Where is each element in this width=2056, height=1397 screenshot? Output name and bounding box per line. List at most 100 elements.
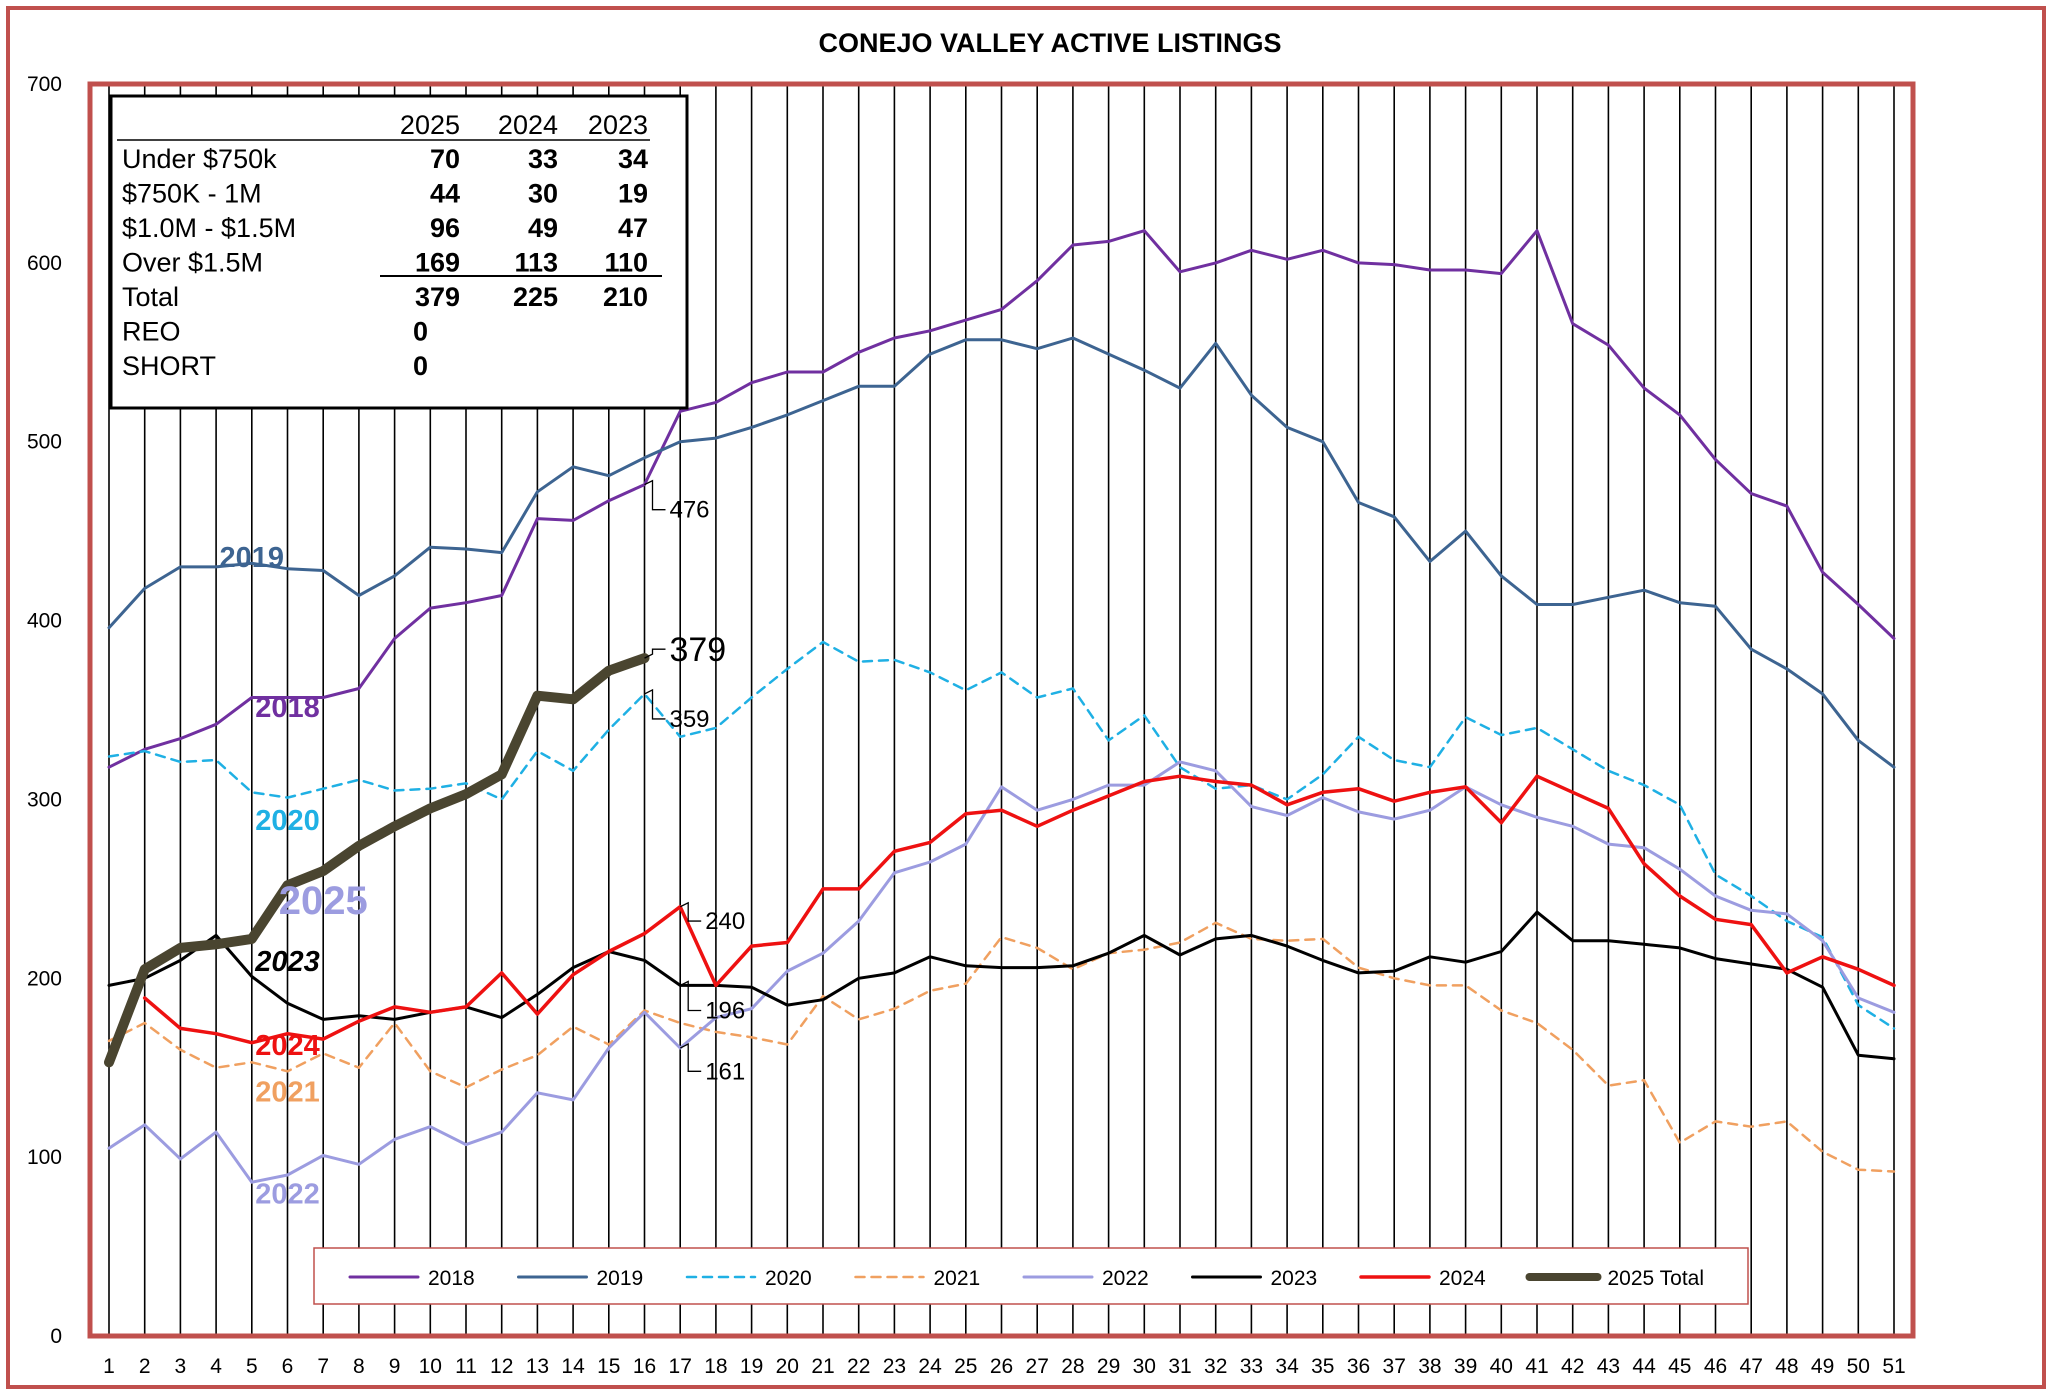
annotation-leader: [644, 648, 666, 659]
x-tick-label: 29: [1097, 1355, 1120, 1378]
annotation-label: 161: [705, 1058, 745, 1085]
table-row-label: $750K - 1M: [122, 179, 262, 209]
x-tick-label: 8: [353, 1355, 365, 1378]
series-lines: [104, 229, 1896, 1184]
x-tick-label: 19: [740, 1355, 763, 1378]
table-row-label: Over $1.5M: [122, 248, 263, 278]
series-line-s2025: [104, 653, 650, 1068]
annotation-leader: [679, 901, 702, 922]
x-tick-label: 4: [210, 1355, 222, 1378]
legend-entry: 2024: [1439, 1267, 1486, 1290]
series-inline-label: 2024: [255, 1030, 320, 1062]
annotation-label: 476: [669, 497, 709, 524]
x-tick-label: 21: [811, 1355, 834, 1378]
x-tick-label: 38: [1418, 1355, 1441, 1378]
table-cell: 70: [430, 144, 460, 174]
chart-frame: CONEJO VALLEY ACTIVE LISTINGS 0 100 200 300…: [6, 6, 2046, 1389]
x-tick-label: 42: [1561, 1355, 1584, 1378]
x-tick-label: 18: [704, 1355, 727, 1378]
annotation-label: 359: [669, 706, 709, 733]
series-line-s2018: [107, 229, 1896, 769]
legend-entry: 2018: [428, 1267, 475, 1290]
x-tick-label: 47: [1740, 1355, 1763, 1378]
y-tick-label: 400: [27, 610, 62, 633]
legend-entry: 2021: [934, 1267, 981, 1290]
table-cell: 113: [514, 248, 558, 278]
table-cell: 169: [415, 248, 460, 278]
annotation-leader: [679, 1042, 702, 1072]
x-tick-label: 27: [1026, 1355, 1049, 1378]
table-cell: 19: [618, 179, 648, 209]
table-row-label: SHORT: [122, 351, 216, 381]
table-cell: 44: [430, 179, 460, 209]
x-tick-label: 46: [1704, 1355, 1727, 1378]
table-cell: 49: [528, 213, 558, 243]
y-tick-label: 0: [50, 1325, 62, 1348]
annotation-label: 240: [705, 908, 745, 935]
x-tick-label: 34: [1275, 1355, 1299, 1378]
x-tick-label: 3: [175, 1355, 187, 1378]
series-line-s2020: [107, 640, 1896, 1030]
x-tick-label: 36: [1347, 1355, 1370, 1378]
table-cell: 47: [618, 213, 648, 243]
x-tick-label: 30: [1133, 1355, 1156, 1378]
x-tick-label: 44: [1632, 1355, 1656, 1378]
chart-svg: CONEJO VALLEY ACTIVE LISTINGS 0100200300…: [27, 28, 1916, 1378]
annotation-leader: [644, 688, 666, 720]
x-tick-label: 40: [1490, 1355, 1513, 1378]
series-line-s2022: [107, 760, 1896, 1184]
legend-entry: 2022: [1102, 1267, 1149, 1290]
series-inline-label: 2021: [255, 1077, 320, 1109]
y-tick-label: 300: [27, 788, 62, 811]
table-row-label: REO: [122, 317, 181, 347]
table-cell: 110: [604, 248, 648, 278]
table-cell: 0: [413, 351, 428, 381]
x-tick-label: 48: [1775, 1355, 1798, 1378]
legend-entry: 2023: [1271, 1267, 1318, 1290]
x-tick-label: 32: [1204, 1355, 1227, 1378]
x-tick-label: 45: [1668, 1355, 1691, 1378]
x-tick-label: 1: [103, 1355, 115, 1378]
x-tick-label: 28: [1061, 1355, 1084, 1378]
table-cell: 210: [603, 282, 648, 312]
legend-entry: 2020: [765, 1267, 812, 1290]
series-inline-labels: 2019 2018 2020 2025 2023 2024 2021 2022: [220, 542, 368, 1211]
table-cell: 96: [430, 213, 460, 243]
x-tick-label: 5: [246, 1355, 258, 1378]
legend: 2018 2019 2020 2021 2022 2023 2024 2025 Total: [313, 1247, 1749, 1305]
x-tick-label: 15: [597, 1355, 620, 1378]
y-tick-label: 100: [27, 1146, 62, 1169]
series-inline-label: 2020: [255, 805, 320, 837]
x-tick-label: 7: [317, 1355, 329, 1378]
series-inline-label: 2025: [279, 879, 368, 923]
table-header: 2025: [400, 110, 460, 140]
x-tick-label: 23: [883, 1355, 906, 1378]
x-tick-label: 2: [139, 1355, 151, 1378]
x-tick-label: 51: [1882, 1355, 1905, 1378]
table-cell: 0: [413, 317, 428, 347]
x-tick-label: 12: [490, 1355, 513, 1378]
annotation-label: 196: [705, 997, 745, 1024]
x-tick-label: 24: [918, 1355, 942, 1378]
series-inline-label: 2019: [220, 542, 285, 574]
x-tick-label: 13: [526, 1355, 549, 1378]
chart-title: CONEJO VALLEY ACTIVE LISTINGS: [818, 28, 1281, 58]
x-tick-label: 43: [1597, 1355, 1620, 1378]
y-tick-label: 200: [27, 967, 62, 990]
x-tick-label: 22: [847, 1355, 870, 1378]
y-tick-label: 700: [27, 73, 62, 96]
x-tick-label: 50: [1847, 1355, 1870, 1378]
plot-area-border: [87, 81, 1916, 1339]
annotation-leader: [679, 980, 702, 1012]
x-tick-label: 39: [1454, 1355, 1477, 1378]
series-inline-label: 2018: [255, 692, 320, 724]
legend-entry: 2025 Total: [1608, 1267, 1705, 1290]
x-tick-label: 26: [990, 1355, 1013, 1378]
table-header: 2023: [588, 110, 648, 140]
x-tick-label: 35: [1311, 1355, 1334, 1378]
price-breakdown-table: 2025 2024 2023 Under $750k 70 33 34 $750K - 1M 4…: [109, 94, 689, 410]
x-tick-label: 33: [1240, 1355, 1263, 1378]
x-tick-label: 20: [776, 1355, 799, 1378]
y-tick-label: 500: [27, 431, 62, 454]
